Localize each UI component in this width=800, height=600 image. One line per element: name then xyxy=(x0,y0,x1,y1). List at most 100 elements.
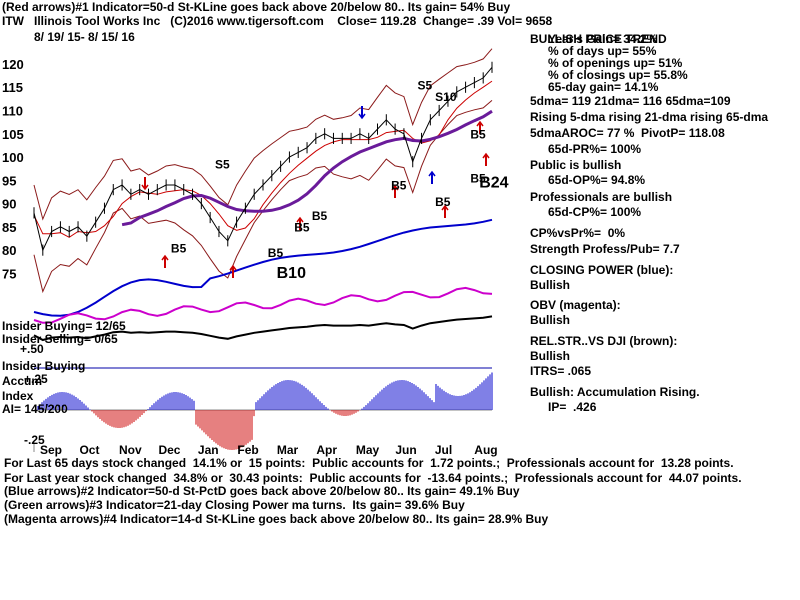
copyright: (C)2016 www.tigersoft.com xyxy=(170,14,324,28)
insider-selling-count: Insider Selling= 0/65 xyxy=(2,332,118,346)
price-bars xyxy=(33,61,493,256)
x-tick-label: May xyxy=(356,443,380,457)
x-tick-label: Nov xyxy=(119,443,142,457)
insider-buying-count: Insider Buying= 12/65 xyxy=(2,319,126,333)
stat-line: 65d-CP%= 100% xyxy=(548,205,642,219)
stat-line: Year's Gain= 34.2% xyxy=(548,32,658,46)
upper-band xyxy=(33,48,493,221)
y-tick-label: 120 xyxy=(2,57,24,72)
signal-label: B5 xyxy=(470,172,486,186)
stat-line: Bullish xyxy=(530,278,571,292)
trend-title: BULLISH PRICE TREND xyxy=(530,32,667,46)
x-tick-label: Apr xyxy=(316,443,337,457)
stat-line: 5dmaAROC= 77 % PivotP= 118.08 xyxy=(530,126,725,140)
signal-arrowhead xyxy=(161,254,169,261)
x-tick-label: Jun xyxy=(395,443,416,457)
stat-line: OBV (magenta): xyxy=(530,298,621,312)
x-tick-label: Feb xyxy=(237,443,258,457)
stat-line: REL.STR..VS DJI (brown): xyxy=(530,334,678,348)
signal-label: B5 xyxy=(470,127,486,141)
closing-power-line xyxy=(33,218,493,317)
rel-strength-line xyxy=(33,315,493,342)
signal-arrowhead xyxy=(428,170,436,177)
signal-label: B5 xyxy=(171,241,187,255)
y-tick-label: 75 xyxy=(2,266,16,281)
price-line xyxy=(33,66,493,252)
stat-line: Strength Profess/Pub= 7.7 xyxy=(530,242,680,256)
signal-arrowhead xyxy=(476,120,484,127)
y-axis-ticks: 75 80 85 90 95 100 105 110 115 120 xyxy=(2,57,24,281)
signal-label: B5 xyxy=(312,209,328,223)
signal-arrowhead xyxy=(358,113,366,120)
signal-arrowhead xyxy=(141,184,149,191)
signal-label: B5 xyxy=(268,246,284,260)
stat-line: Bullish xyxy=(530,349,571,363)
footer-line: (Green arrows)#3 Indicator=21-day Closin… xyxy=(4,498,465,512)
signal-label: B10 xyxy=(277,265,306,282)
stat-line: Bullish: Accumulation Rising. xyxy=(530,385,700,399)
stat-line: 65d-OP%= 94.8% xyxy=(548,173,646,187)
y-tick-label: 115 xyxy=(2,80,23,95)
stat-line: Public is bullish xyxy=(530,158,622,172)
footer-line: (Magenta arrows)#4 Indicator=14-d St-KLi… xyxy=(4,512,549,526)
signal-label: S10 xyxy=(435,90,457,104)
signal-arrowhead xyxy=(441,204,449,211)
accum-label: Accum xyxy=(2,374,43,388)
x-tick-label: Sep xyxy=(40,443,62,457)
signal-label: B5 xyxy=(435,195,451,209)
stat-line: Bullish xyxy=(530,313,571,327)
y-tick-label: 80 xyxy=(2,243,16,258)
x-tick-label: Oct xyxy=(79,443,99,457)
y-tick-label: 110 xyxy=(2,104,23,119)
y-tick-label: 90 xyxy=(2,197,16,212)
rel-strength xyxy=(33,315,493,342)
stat-line: ITRS= .065 xyxy=(530,364,592,378)
signal-arrowhead xyxy=(229,264,237,271)
signal-arrows xyxy=(141,106,490,278)
accum-plus25: +.25 xyxy=(24,372,48,386)
index-label: Index xyxy=(2,389,34,403)
stat-line: Professionals are bullish xyxy=(530,190,673,204)
stat-line: 65-day gain= 14.1% xyxy=(548,80,659,94)
signal-arrowhead xyxy=(482,152,490,159)
ma-65 xyxy=(121,109,493,227)
ma-21 xyxy=(33,80,493,238)
signal-label: B5 xyxy=(391,179,407,193)
closing-power xyxy=(33,218,493,317)
company-name: Illinois Tool Works Inc xyxy=(34,14,161,28)
header-ticker-line: ITW Illinois Tool Works Inc (C)2016 www.… xyxy=(2,14,553,28)
obv-line xyxy=(33,286,493,324)
accumulation-index xyxy=(34,367,493,450)
obv xyxy=(33,286,493,324)
signal-label: B5 xyxy=(294,221,310,235)
stat-line: % of closings up= 55.8% xyxy=(548,68,688,82)
change-value: .39 xyxy=(477,14,494,28)
footer-line: (Blue arrows)#2 Indicator=50-d St-PctD g… xyxy=(4,484,520,498)
x-tick-label: Aug xyxy=(474,443,497,457)
signal-label: S5 xyxy=(215,158,230,172)
x-tick-label: Jan xyxy=(198,443,219,457)
volume-value: 9658 xyxy=(525,14,553,28)
insider-buying-label: Insider Buying xyxy=(2,359,86,373)
accum-plus50: +.50 xyxy=(20,342,44,356)
ticker: ITW xyxy=(2,14,24,28)
y-tick-label: 95 xyxy=(2,173,16,188)
stat-line: % of openings up= 51% xyxy=(548,56,683,70)
signal-label: B24 xyxy=(479,174,508,191)
signal-label: S5 xyxy=(418,79,433,93)
y-tick-label: 100 xyxy=(2,150,24,165)
stat-line: IP= .426 xyxy=(548,400,597,414)
stat-line: 65d-PR%= 100% xyxy=(548,142,642,156)
footer-line: For Last 65 days stock changed 14.1% or … xyxy=(4,456,734,470)
signal-arrowhead xyxy=(391,184,399,191)
x-axis-months: Sep Oct Nov Dec Jan Feb Mar Apr May Jun Jul Aug xyxy=(33,442,498,457)
header-red-arrows: (Red arrows)#1 Indicator=50-d St-KLine g… xyxy=(2,0,511,14)
stat-line: 5dma= 119 21dma= 116 65dma=109 xyxy=(530,94,731,108)
accum-minus25: -.25 xyxy=(24,433,45,447)
footer-line: For Last year stock changed 34.8% or 30.… xyxy=(4,471,742,485)
signal-arrowhead xyxy=(296,216,304,223)
stat-line: % of days up= 55% xyxy=(548,44,657,58)
y-tick-label: 85 xyxy=(2,220,16,235)
